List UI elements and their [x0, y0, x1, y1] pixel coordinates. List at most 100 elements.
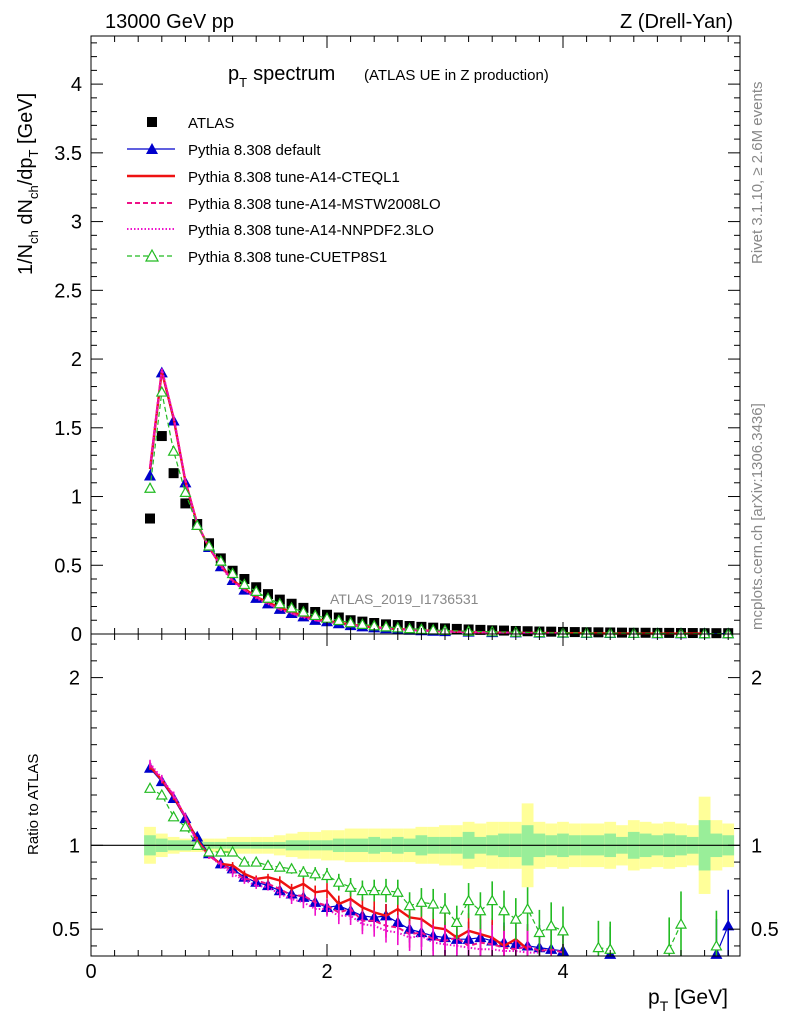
mc-marker-cuetp8s1 [273, 597, 286, 609]
legend-label-cuetp8s1: Pythia 8.308 tune-CUETP8S1 [188, 249, 387, 266]
ratio-y-tick-label-right: 0.5 [751, 919, 779, 941]
ratio-marker-cuetp8s1 [521, 902, 534, 914]
ratio-marker-cuetp8s1 [356, 884, 369, 896]
mc-marker-cuetp8s1 [250, 585, 263, 596]
ratio-marker-cuetp8s1 [344, 881, 357, 892]
ratio-y-tick-label: 2 [69, 668, 80, 690]
y-tick-label: 2 [71, 349, 82, 371]
title-p: p [228, 63, 239, 85]
legend-label-mstw: Pythia 8.308 tune-A14-MSTW2008LO [188, 196, 441, 213]
ratio-marker-default [722, 919, 735, 931]
main-ylabel: 1/Nch dNch/dpT [GeV] [15, 93, 41, 275]
mc-marker-cuetp8s1 [179, 486, 192, 498]
ratio-y-tick-label-right: 2 [751, 668, 762, 690]
x-tick-label: 0 [85, 961, 96, 983]
beam-label: 13000 GeV pp [105, 11, 234, 33]
atlas-data-point [156, 431, 167, 442]
ratio-marker-cuetp8s1 [297, 865, 310, 877]
legend-label-cteql1: Pythia 8.308 tune-A14-CTEQL1 [188, 169, 400, 186]
ratio-marker-cuetp8s1 [592, 941, 605, 953]
mc-marker-cuetp8s1 [285, 601, 298, 613]
mc-marker-cuetp8s1 [191, 519, 204, 530]
ratio-marker-cuetp8s1 [191, 839, 204, 850]
mc-marker-cuetp8s1 [214, 554, 227, 566]
main-title: pT spectrum [228, 63, 335, 90]
y-tick-label: 1 [71, 487, 82, 509]
mc-marker-default [143, 469, 157, 481]
analysis-label: ATLAS_2019_I1736531 [330, 591, 479, 607]
atlas-data-point [451, 623, 462, 634]
ratio-marker-cuetp8s1 [226, 845, 239, 857]
y-tick-label: 3 [71, 212, 82, 234]
ratio-marker-cuetp8s1 [486, 894, 499, 906]
ratio-ylabel: Ratio to ATLAS [25, 754, 42, 855]
ratio-marker-cuetp8s1 [214, 845, 227, 857]
ratio-marker-cuetp8s1 [556, 924, 570, 936]
ratio-marker-cuetp8s1 [663, 943, 676, 954]
legend-label-nnpdf: Pythia 8.308 tune-A14-NNPDF2.3LO [188, 222, 434, 239]
ratio-marker-cuetp8s1 [509, 912, 522, 924]
mc-marker-cuetp8s1 [238, 578, 251, 590]
y-tick-label: 0 [71, 624, 82, 646]
mc-marker-cuetp8s1 [261, 592, 275, 603]
y-tick-label: 2.5 [54, 280, 82, 302]
ratio-marker-cuetp8s1 [202, 845, 216, 857]
legend-marker-default [146, 143, 158, 154]
ratio-marker-cuetp8s1 [379, 884, 393, 896]
legend: ATLAS Pythia 8.308 default Pythia 8.308 … [127, 115, 441, 266]
mc-marker-cuetp8s1 [202, 539, 216, 551]
ratio-y-tick-label: 0.5 [52, 919, 80, 941]
ratio-y-tick-label-right: 1 [751, 835, 762, 857]
mcplots-label: mcplots.cern.ch [arXiv:1306.3436] [749, 403, 766, 630]
title-sub: T [239, 75, 247, 90]
mc-marker-cuetp8s1 [309, 609, 322, 621]
ratio-marker-cuetp8s1 [474, 904, 487, 916]
ratio-marker-cuetp8s1 [238, 855, 251, 867]
x-tick-label: 4 [557, 961, 568, 983]
ratio-marker-cuetp8s1 [167, 810, 180, 822]
ratio-marker-cuetp8s1 [368, 884, 381, 896]
ratio-line-mstw [149, 764, 564, 954]
legend-marker-cuetp8s1 [144, 248, 160, 262]
ratio-y-tick-label: 1 [69, 835, 80, 857]
atlas-data-point [546, 626, 557, 637]
mc-marker-cuetp8s1 [379, 620, 393, 632]
ratio-marker-cuetp8s1 [710, 939, 723, 951]
ratio-marker-cuetp8s1 [320, 869, 334, 881]
ratio-marker-cuetp8s1 [427, 897, 440, 909]
ratio-marker-cuetp8s1 [438, 902, 452, 914]
mc-marker-cuetp8s1 [297, 605, 310, 617]
ratio-panel [91, 759, 740, 959]
mc-marker-cuetp8s1 [143, 482, 157, 493]
xlabel: pT [GeV] [648, 986, 728, 1014]
x-tick-label: 2 [321, 961, 332, 983]
atlas-data-point [145, 513, 155, 524]
ratio-plot-frame [90, 633, 741, 957]
atlas-data-point [168, 468, 179, 479]
mc-marker-cuetp8s1 [167, 444, 180, 456]
ratio-marker-cuetp8s1 [462, 894, 475, 906]
ratio-marker-cuetp8s1 [391, 886, 404, 897]
ratio-marker-cuetp8s1 [179, 820, 192, 832]
ratio-line-nnpdf [149, 762, 540, 954]
y-tick-label: 4 [71, 74, 82, 96]
legend-label-default: Pythia 8.308 default [188, 142, 321, 159]
mc-marker-cuetp8s1 [344, 616, 357, 628]
mc-marker-cuetp8s1 [155, 385, 168, 397]
atlas-data-point [499, 625, 509, 636]
ratio-marker-cuetp8s1 [403, 899, 416, 911]
atlas-data-point [475, 624, 486, 635]
mc-marker-cuetp8s1 [332, 614, 345, 626]
ratio-marker-cuetp8s1 [674, 917, 688, 929]
ratio-marker-cuetp8s1 [143, 782, 157, 793]
ratio-marker-cuetp8s1 [497, 904, 511, 916]
legend-marker-atlas [147, 117, 157, 127]
atlas-data-point [180, 498, 191, 509]
ratio-marker-cuetp8s1 [273, 860, 286, 872]
ratio-line-cuetp8s1 [668, 923, 682, 950]
rivet-label: Rivet 3.1.10, ≥ 2.6M events [749, 82, 766, 265]
ratio-marker-cuetp8s1 [261, 859, 275, 871]
ratio-marker-cuetp8s1 [415, 896, 428, 907]
ratio-marker-cuetp8s1 [285, 862, 298, 874]
